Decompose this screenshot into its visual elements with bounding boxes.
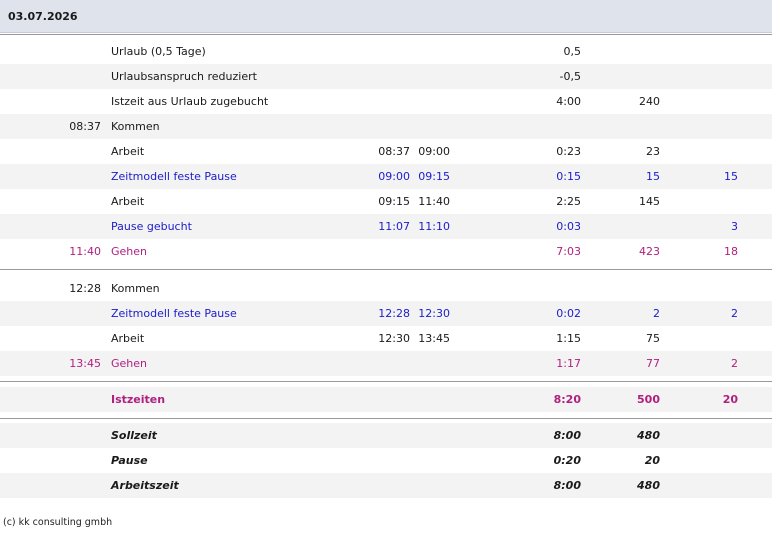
row-minutes: 240: [639, 95, 660, 108]
row-label: Urlaub (0,5 Tage): [111, 45, 206, 58]
row-label: Zeitmodell feste Pause: [111, 170, 237, 183]
row-pause: 3: [731, 220, 738, 233]
row-to: 09:15: [418, 170, 450, 183]
row-minutes: 75: [646, 332, 660, 345]
table-row: Arbeit 12:30 13:45 1:15 75: [0, 326, 772, 351]
row-pause: 2: [731, 307, 738, 320]
separator: [0, 34, 772, 35]
total-minutes: 500: [637, 393, 660, 406]
separator: [0, 418, 772, 419]
row-duration: 1:15: [556, 332, 581, 345]
row-minutes: 23: [646, 145, 660, 158]
table-row: Zeitmodell feste Pause 09:00 09:15 0:15 …: [0, 164, 772, 189]
total-pause: 20: [722, 393, 738, 406]
row-pause: 15: [724, 170, 738, 183]
summary-label: Arbeitszeit: [111, 479, 179, 492]
summary-row: Pause 0:20 20: [0, 448, 772, 473]
row-label: Istzeit aus Urlaub zugebucht: [111, 95, 269, 108]
row-from: 09:15: [378, 195, 410, 208]
table-row: Zeitmodell feste Pause 12:28 12:30 0:02 …: [0, 301, 772, 326]
row-duration: 4:00: [556, 95, 581, 108]
separator: [0, 381, 772, 382]
summary-duration: 8:00: [553, 429, 581, 442]
row-to: 11:40: [418, 195, 450, 208]
table-row: 12:28 Kommen: [0, 276, 772, 301]
summary-label: Sollzeit: [111, 429, 157, 442]
table-row: Pause gebucht 11:07 11:10 0:03 3: [0, 214, 772, 239]
table-row: Urlaubsanspruch reduziert -0,5: [0, 64, 772, 89]
row-clock-time: 12:28: [69, 282, 101, 295]
row-to: 12:30: [418, 307, 450, 320]
date-header: 03.07.2026: [0, 0, 772, 33]
row-minutes: 145: [639, 195, 660, 208]
table-row: Urlaub (0,5 Tage) 0,5: [0, 39, 772, 64]
summary-minutes: 480: [637, 479, 660, 492]
row-duration: 2:25: [556, 195, 581, 208]
row-label: Arbeit: [111, 145, 145, 158]
row-duration: -0,5: [559, 70, 581, 83]
summary-minutes: 480: [637, 429, 660, 442]
table-row: Arbeit 09:15 11:40 2:25 145: [0, 189, 772, 214]
row-label: Arbeit: [111, 332, 145, 345]
row-from: 12:30: [378, 332, 410, 345]
row-label: Zeitmodell feste Pause: [111, 307, 237, 320]
separator: [0, 269, 772, 270]
row-clock-time: 11:40: [69, 245, 101, 258]
copyright-footer: (c) kk consulting gmbh: [3, 517, 113, 528]
row-from: 09:00: [378, 170, 410, 183]
summary-label: Pause: [111, 454, 148, 467]
table-row: Arbeit 08:37 09:00 0:23 23: [0, 139, 772, 164]
row-from: 12:28: [378, 307, 410, 320]
row-duration: 0:02: [556, 307, 581, 320]
total-label: Istzeiten: [111, 393, 166, 406]
row-label: Gehen: [111, 357, 148, 370]
summary-row: Arbeitszeit 8:00 480: [0, 473, 772, 498]
row-duration: 0:15: [556, 170, 581, 183]
table-row: 08:37 Kommen: [0, 114, 772, 139]
row-minutes: 15: [646, 170, 660, 183]
row-duration: 0,5: [563, 45, 582, 58]
row-label: Kommen: [111, 282, 160, 295]
row-label: Gehen: [111, 245, 148, 258]
row-to: 09:00: [418, 145, 450, 158]
row-from: 08:37: [378, 145, 410, 158]
summary-duration: 8:00: [553, 479, 581, 492]
row-pause: 2: [731, 357, 738, 370]
row-duration: 7:03: [556, 245, 581, 258]
summary-minutes: 20: [644, 454, 660, 467]
row-minutes: 423: [639, 245, 660, 258]
row-minutes: 77: [646, 357, 660, 370]
total-row: Istzeiten 8:20 500 20: [0, 387, 772, 412]
row-to: 13:45: [418, 332, 450, 345]
table-row: 13:45 Gehen 1:17 77 2: [0, 351, 772, 376]
row-minutes: 2: [653, 307, 660, 320]
row-label: Kommen: [111, 120, 160, 133]
date-label: 03.07.2026: [8, 10, 78, 23]
row-to: 11:10: [418, 220, 450, 233]
row-duration: 1:17: [556, 357, 581, 370]
row-duration: 0:03: [556, 220, 581, 233]
row-clock-time: 13:45: [69, 357, 101, 370]
row-clock-time: 08:37: [69, 120, 101, 133]
row-pause: 18: [724, 245, 738, 258]
table-row: 11:40 Gehen 7:03 423 18: [0, 239, 772, 264]
row-from: 11:07: [378, 220, 410, 233]
total-duration: 8:20: [553, 393, 581, 406]
row-duration: 0:23: [556, 145, 581, 158]
table-row: Istzeit aus Urlaub zugebucht 4:00 240: [0, 89, 772, 114]
row-label: Urlaubsanspruch reduziert: [111, 70, 257, 83]
row-label: Arbeit: [111, 195, 145, 208]
summary-duration: 0:20: [553, 454, 581, 467]
summary-row: Sollzeit 8:00 480: [0, 423, 772, 448]
row-label: Pause gebucht: [111, 220, 192, 233]
